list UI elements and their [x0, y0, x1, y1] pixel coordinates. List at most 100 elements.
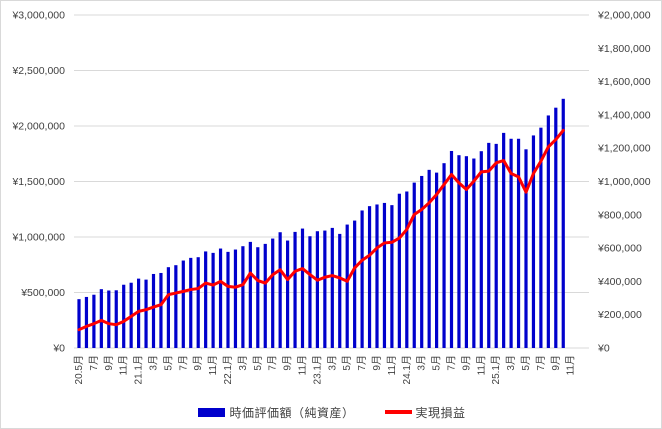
right-axis-tick-label: ¥0 — [597, 343, 610, 355]
bar — [189, 257, 193, 348]
x-axis-tick-label: 5月 — [341, 355, 353, 371]
bar — [464, 156, 468, 348]
right-axis-tick-label: ¥2,000,000 — [597, 10, 651, 22]
left-axis-tick-label: ¥1,000,000 — [11, 232, 65, 244]
bar — [382, 202, 387, 348]
bar — [174, 265, 178, 348]
x-axis-tick-label: 3月 — [416, 355, 428, 371]
bar — [144, 279, 148, 348]
x-axis-tick-label: 23.1月 — [311, 355, 323, 384]
left-axis-tick-label: ¥0 — [52, 343, 65, 355]
legend-item-market-value: 時価評価額（純資産） — [198, 404, 354, 421]
bar — [509, 138, 513, 348]
bar — [122, 284, 126, 348]
bar — [390, 205, 394, 348]
x-axis-tick-label: 11月 — [207, 355, 219, 375]
x-axis-tick-label: 9月 — [371, 355, 383, 371]
right-axis-tick-label: ¥1,000,000 — [597, 176, 651, 188]
right-axis-tick-label: ¥1,400,000 — [597, 109, 651, 121]
x-axis-tick-label: 11月 — [118, 355, 130, 375]
bar — [338, 233, 342, 348]
x-axis-tick-label: 5月 — [520, 355, 532, 371]
bar — [315, 231, 319, 348]
x-axis-tick-label: 7月 — [177, 355, 189, 371]
bar — [218, 248, 223, 348]
bar — [159, 272, 163, 348]
bar — [353, 220, 357, 348]
x-axis-tick-label: 3月 — [326, 355, 338, 371]
bar — [151, 273, 156, 348]
line-series — [77, 128, 565, 332]
bar — [435, 172, 439, 348]
bar — [345, 224, 349, 348]
x-axis-tick-label: 11月 — [297, 355, 309, 375]
bar — [300, 228, 305, 348]
bar — [263, 243, 267, 348]
left-axis-tick-label: ¥2,500,000 — [11, 65, 65, 77]
bar — [516, 138, 521, 348]
bar — [107, 290, 111, 348]
x-axis-tick-label: 7月 — [356, 355, 368, 371]
right-axis-tick-label: ¥200,000 — [597, 309, 642, 321]
left-axis-tick-label: ¥3,000,000 — [11, 10, 65, 22]
bar — [524, 149, 528, 348]
bar — [137, 278, 141, 348]
bar — [286, 240, 290, 348]
bar — [487, 142, 491, 348]
x-axis-tick-label: 5月 — [252, 355, 264, 371]
x-axis-tick-label: 9月 — [550, 355, 562, 371]
chart-legend: 時価評価額（純資産） 実現損益 — [1, 400, 661, 424]
bar — [360, 210, 364, 348]
bar — [256, 247, 260, 348]
left-axis-tick-label: ¥500,000 — [20, 287, 65, 299]
line-series-swatch-icon — [384, 410, 412, 414]
bar — [99, 289, 103, 348]
bar — [449, 150, 454, 348]
x-axis-tick-label: 3月 — [148, 355, 160, 371]
bar — [308, 236, 312, 348]
right-axis-tick-label: ¥800,000 — [597, 209, 642, 221]
bar — [196, 257, 200, 348]
x-axis-tick-label: 24.1月 — [401, 355, 413, 384]
x-axis-tick-label: 21.1月 — [133, 355, 145, 384]
x-axis-tick-label: 22.1月 — [222, 355, 234, 384]
bar — [502, 132, 506, 348]
x-axis-tick-label: 5月 — [431, 355, 443, 371]
bar — [330, 227, 334, 348]
bar — [367, 206, 372, 348]
bar — [92, 294, 96, 348]
bar — [293, 231, 297, 348]
right-axis-tick-label: ¥400,000 — [597, 276, 642, 288]
bar — [472, 158, 476, 348]
left-axis-tick-label: ¥2,000,000 — [11, 121, 65, 133]
bar — [84, 296, 89, 348]
bar — [241, 246, 245, 348]
bar — [531, 135, 536, 348]
bar — [278, 232, 282, 348]
bar — [211, 252, 215, 348]
bar — [271, 238, 275, 348]
x-axis-tick-label: 9月 — [192, 355, 204, 371]
bar — [494, 143, 498, 348]
x-axis-tick-label: 7月 — [88, 355, 100, 371]
x-axis-tick-label: 11月 — [565, 355, 577, 375]
bar — [166, 267, 170, 348]
bar — [248, 241, 252, 348]
bar — [479, 151, 483, 348]
x-axis-tick-label: 9月 — [282, 355, 294, 371]
bar — [561, 98, 565, 349]
x-axis-tick-label: 7月 — [446, 355, 458, 371]
bar — [114, 290, 118, 348]
x-axis-tick-label: 25.1月 — [490, 355, 502, 384]
bar — [323, 230, 327, 348]
x-axis-tick-label: 3月 — [505, 355, 517, 371]
legend-label-realized-pl: 実現損益 — [415, 405, 466, 420]
x-axis-tick-label: 7月 — [535, 355, 547, 371]
legend-label-market-value: 時価評価額（純資産） — [229, 405, 355, 420]
bar — [420, 175, 424, 348]
bar — [181, 260, 185, 348]
bar — [77, 299, 81, 348]
left-axis-tick-label: ¥1,500,000 — [11, 176, 65, 188]
